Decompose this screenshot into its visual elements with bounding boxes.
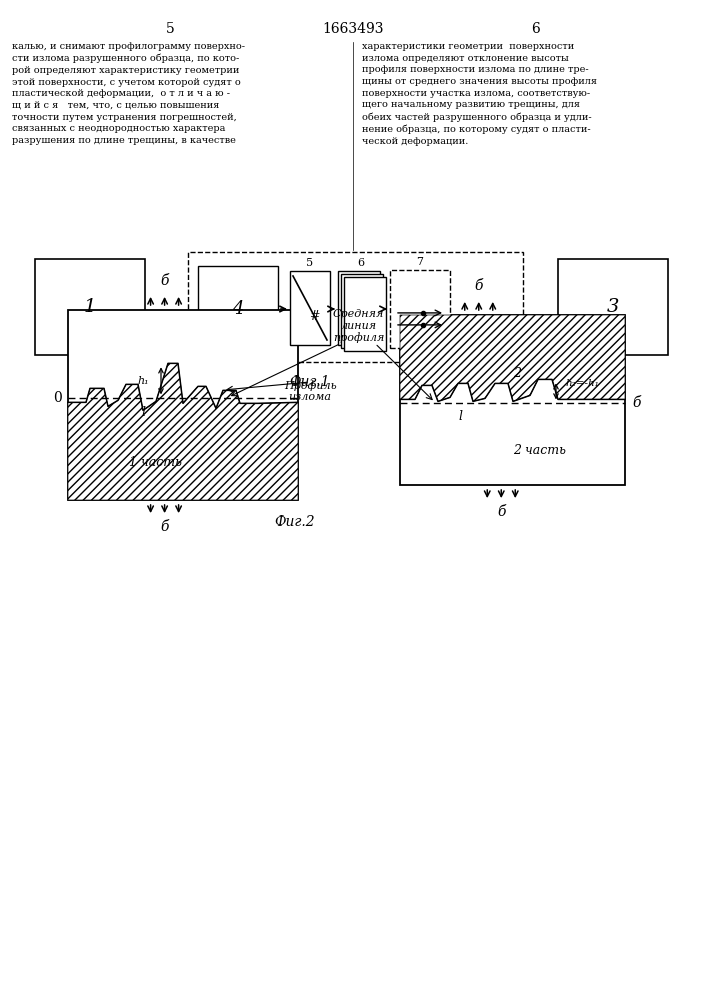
Bar	[198, 266, 278, 352]
Polygon shape	[400, 315, 625, 401]
Text: 0: 0	[53, 391, 62, 405]
Text: l: l	[141, 406, 145, 419]
Bar	[558, 259, 668, 355]
Text: б: б	[160, 274, 169, 288]
Text: б: б	[632, 396, 641, 410]
Bar	[188, 252, 523, 362]
Text: 2: 2	[513, 367, 521, 380]
Bar	[290, 271, 330, 345]
Polygon shape	[68, 363, 298, 500]
Text: 3: 3	[607, 298, 619, 316]
Text: б: б	[160, 520, 169, 534]
Text: характеристики геометрии  поверхности
излома определяют отклонение высоты
профил: характеристики геометрии поверхности изл…	[362, 42, 597, 146]
Text: 1 часть: 1 часть	[129, 456, 182, 468]
Text: 6: 6	[532, 22, 540, 36]
Text: h₂=-h₁: h₂=-h₁	[566, 379, 600, 388]
Text: 4: 4	[233, 300, 244, 318]
Bar	[35, 259, 145, 355]
Bar	[344, 277, 386, 351]
Bar	[338, 271, 380, 345]
Text: #: #	[309, 310, 320, 323]
Text: Фиг.2: Фиг.2	[275, 515, 315, 529]
Text: Средняя
линия
профиля: Средняя линия профиля	[333, 309, 385, 343]
Text: 6: 6	[358, 258, 365, 268]
Text: 5: 5	[306, 258, 314, 268]
Text: калью, и снимают профилограмму поверхно-
сти излома разрушенного образца, по кот: калью, и снимают профилограмму поверхно-…	[12, 42, 245, 145]
Text: б: б	[474, 279, 483, 293]
Text: h₁: h₁	[137, 376, 149, 386]
Text: 7: 7	[416, 257, 423, 267]
Bar	[68, 310, 298, 500]
Text: 2 часть: 2 часть	[513, 444, 566, 456]
Bar	[341, 274, 383, 348]
Text: 5: 5	[165, 22, 175, 36]
Text: 1663493: 1663493	[322, 22, 384, 36]
Bar	[400, 315, 625, 485]
Bar	[390, 270, 450, 348]
Text: l: l	[458, 410, 462, 423]
Text: б: б	[497, 505, 506, 519]
Text: Профиль
излома: Профиль излома	[284, 380, 337, 402]
Text: Фиг.1: Фиг.1	[290, 375, 330, 389]
Text: 1: 1	[84, 298, 96, 316]
